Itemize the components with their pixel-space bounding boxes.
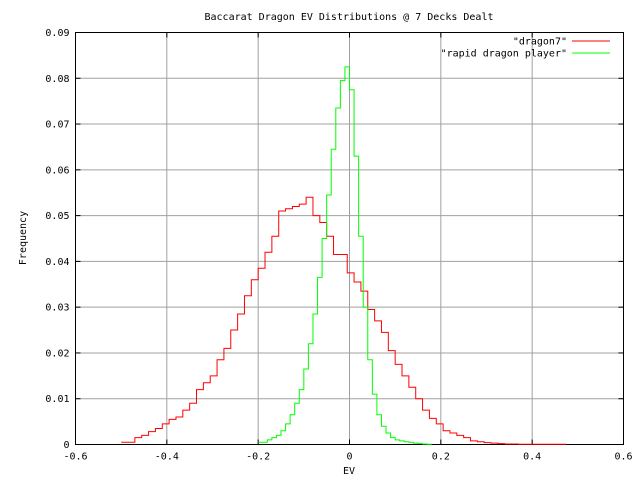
y-tick-label: 0 xyxy=(63,440,69,451)
legend: "dragon7""rapid dragon player" xyxy=(441,37,610,60)
x-tick-label: 0.6 xyxy=(614,452,632,463)
x-axis-label: EV xyxy=(343,466,355,477)
series-line xyxy=(258,66,432,445)
y-tick-label: 0.09 xyxy=(45,28,69,39)
y-tick-label: 0.02 xyxy=(45,348,69,359)
y-tick-label: 0.08 xyxy=(45,74,69,85)
y-tick-label: 0.04 xyxy=(45,257,69,268)
y-tick-label: 0.03 xyxy=(45,303,69,314)
ticks: -0.6 -0.4 -0.2 0 0.2 0.4 0.6 0 0.01 0.02 0.03 0.04 0… xyxy=(45,28,632,463)
series-line xyxy=(121,196,567,445)
y-tick-label: 0.01 xyxy=(45,394,69,405)
y-tick-label: 0.05 xyxy=(45,211,69,222)
series xyxy=(121,66,567,445)
grid xyxy=(75,32,624,445)
x-tick-label: -0.4 xyxy=(155,452,179,463)
series-1 xyxy=(258,66,432,445)
x-tick-label: 0 xyxy=(346,452,352,463)
chart-title: Baccarat Dragon EV Distributions @ 7 Dec… xyxy=(205,12,494,23)
y-tick-label: 0.07 xyxy=(45,120,69,131)
y-tick-label: 0.06 xyxy=(45,165,69,176)
legend-label: "dragon7" xyxy=(513,37,567,48)
series-0 xyxy=(121,196,567,445)
x-tick-label: 0.2 xyxy=(432,452,450,463)
legend-label: "rapid dragon player" xyxy=(441,49,567,60)
x-tick-label: -0.6 xyxy=(63,452,87,463)
x-tick-label: -0.2 xyxy=(246,452,270,463)
y-axis-label: Frequency xyxy=(18,211,29,265)
x-tick-label: 0.4 xyxy=(523,452,541,463)
